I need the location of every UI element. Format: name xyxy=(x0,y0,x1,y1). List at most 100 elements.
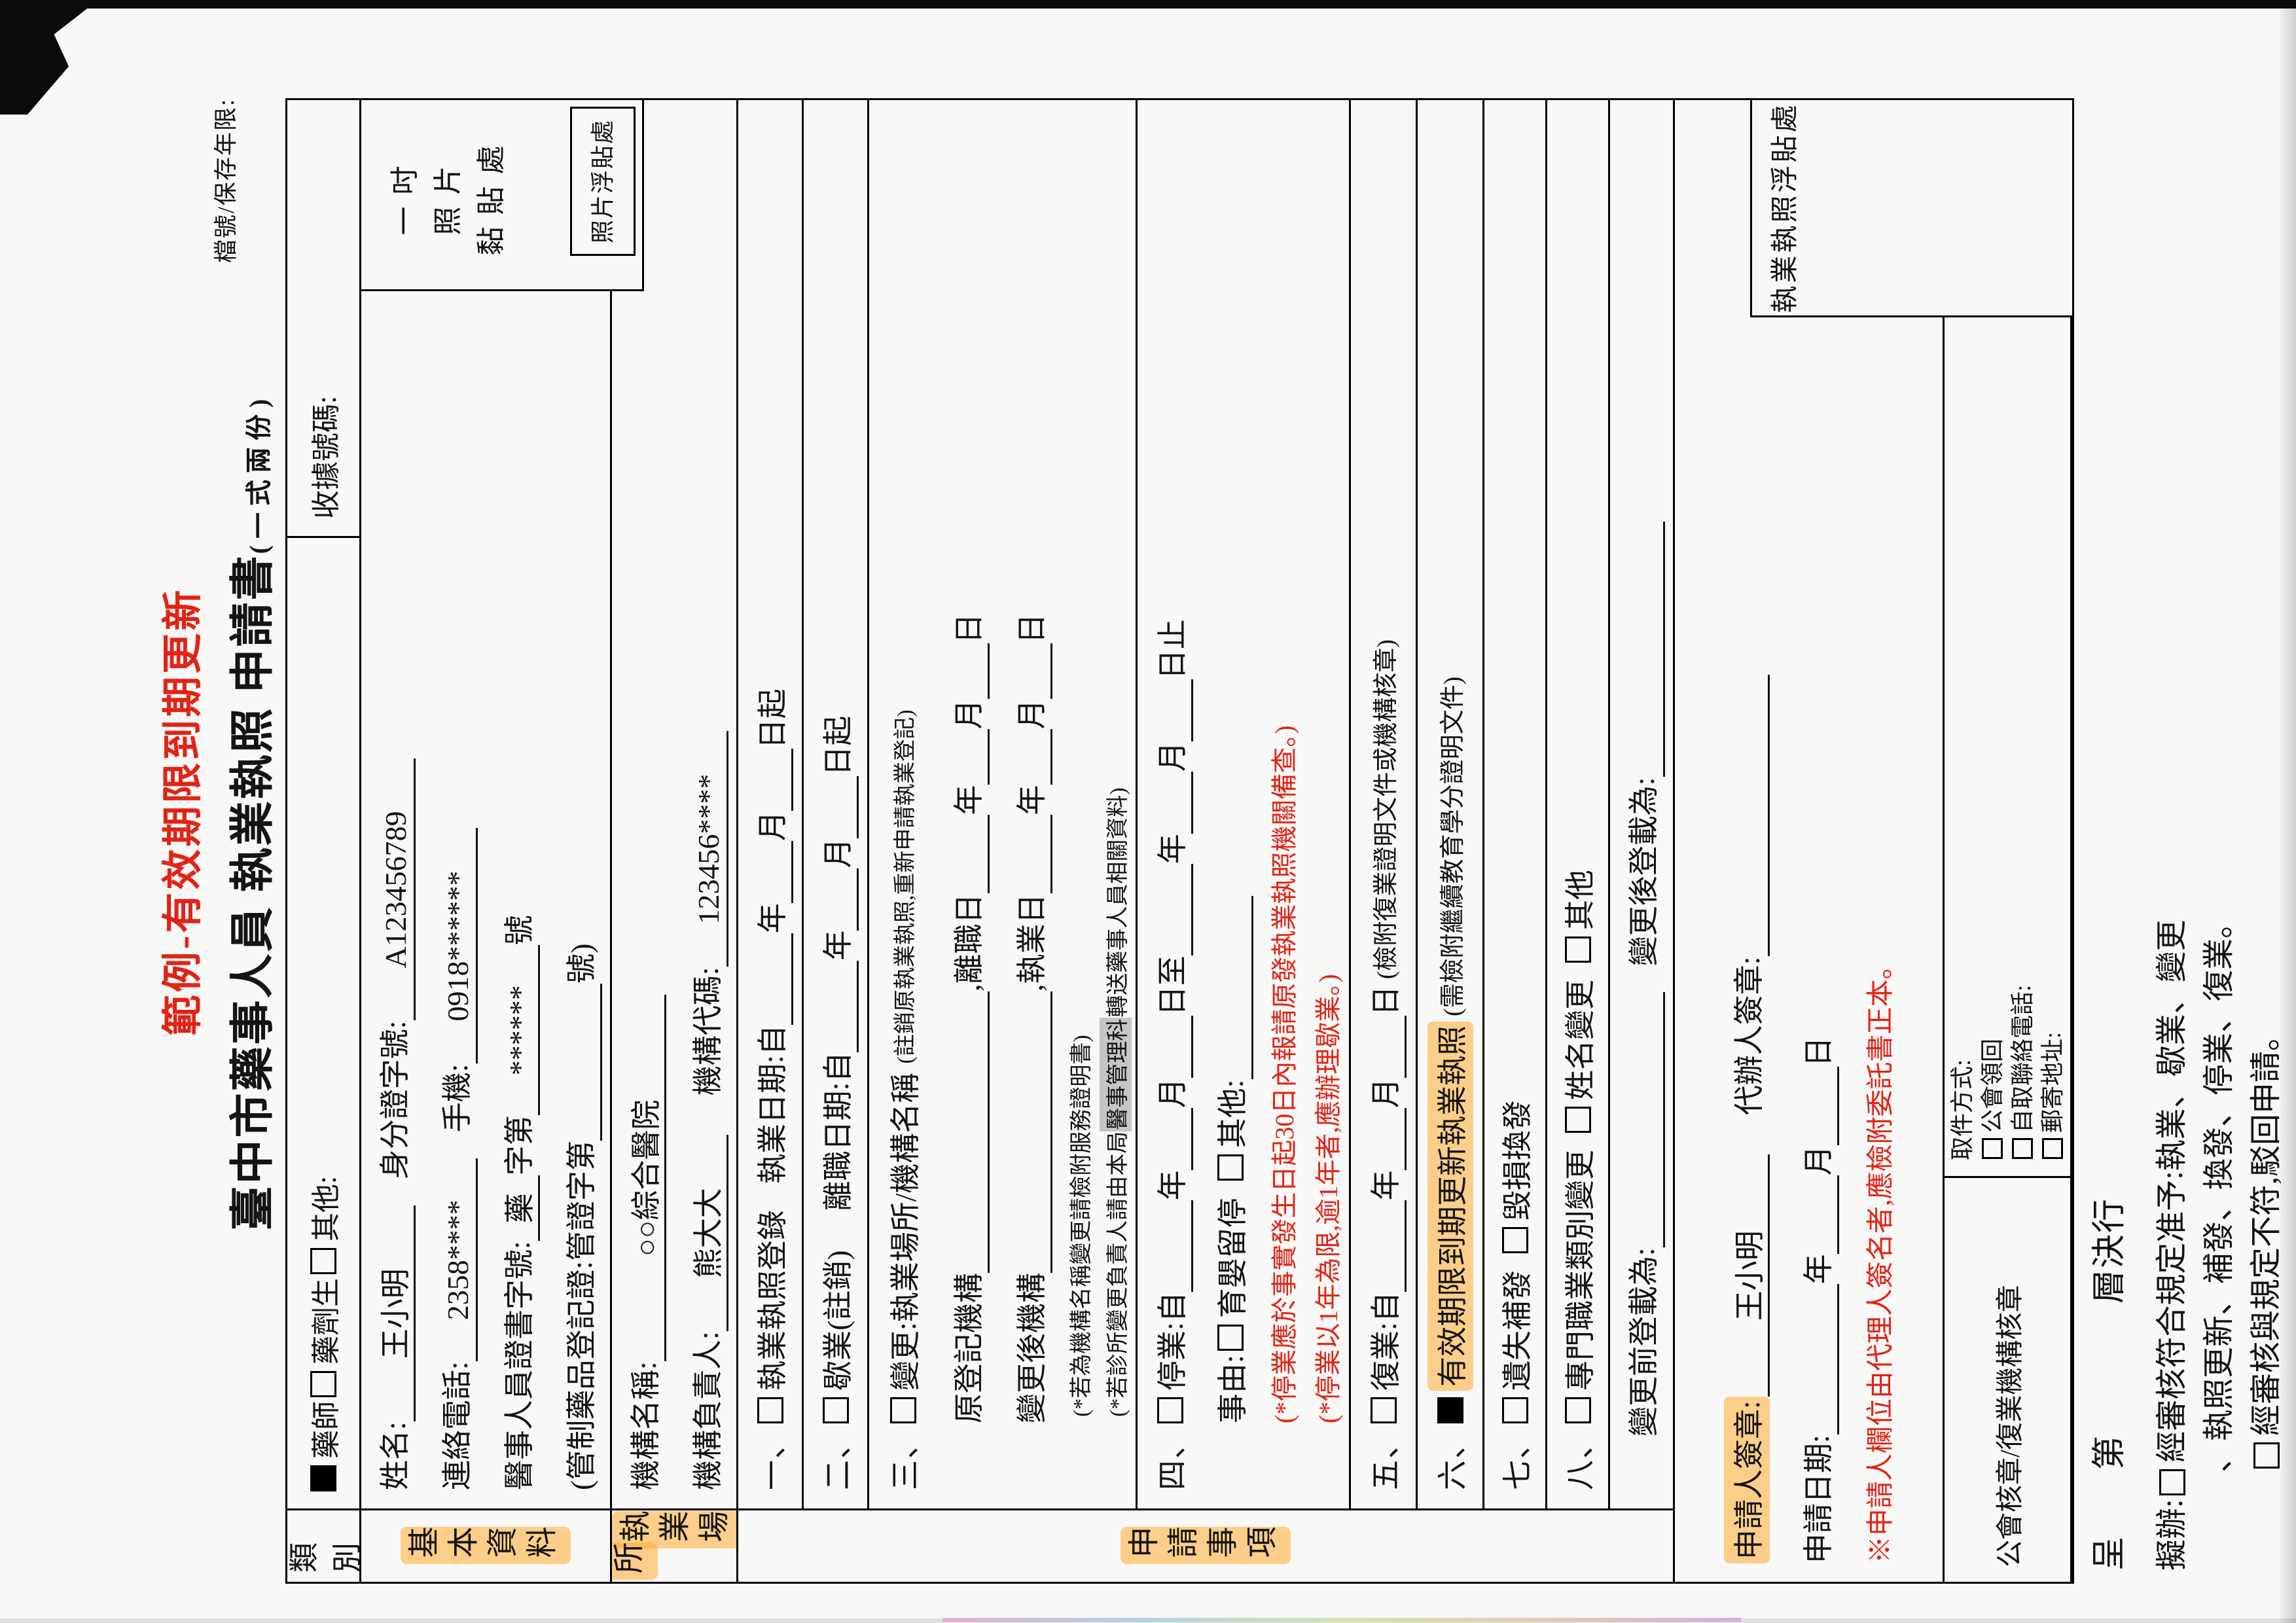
item-4-number: 四、 xyxy=(1155,1427,1189,1490)
item-8-other-label: 其他 xyxy=(1563,870,1597,930)
item-2-number: 二、 xyxy=(821,1427,855,1490)
certificate-number-field: ****** xyxy=(503,945,540,1116)
item-3-new-org-line: 變更後機構 ,執業日 年 月 日 xyxy=(998,100,1061,1508)
application-form-table: 類別 藥師 藥劑生 其他: 收據號碼: 基本資料 姓名: 王小明 xyxy=(285,98,2074,1584)
day-unit: 日 xyxy=(952,613,986,644)
day-from-unit: 日起 xyxy=(821,715,855,776)
pickup-mail-checkbox xyxy=(2042,1138,2063,1159)
certificate-line: 醫事人員證書字號: 藥 字第 ****** 號 xyxy=(486,296,548,1508)
pharmacist-option-label: 藥師 xyxy=(310,1401,342,1459)
document-title-suffix: (一式兩份) xyxy=(244,392,274,554)
pickup-method-label: 取件方式: xyxy=(1949,1059,1975,1160)
change-after-label: 變更後登載為: xyxy=(1627,777,1660,967)
year-unit: 年 xyxy=(1155,834,1189,865)
item-6-checkbox-checked xyxy=(1437,1397,1463,1423)
month-unit: 月 xyxy=(755,811,789,842)
year-unit: 年 xyxy=(1155,1170,1189,1201)
receipt-number-cell: 收據號碼: xyxy=(287,100,359,536)
day-unit: 日 xyxy=(1014,613,1049,644)
signature-content: 申請人簽章: 王小明 代辦人簽章: 申請日期: 年 月 日 ※申請人欄位由代理人… xyxy=(1675,100,1943,1582)
organization-code-field: 123456**** xyxy=(691,731,728,967)
pickup-method-label-line: 取件方式: xyxy=(1947,336,1977,1160)
damaged-replace-label: 毀損換發 xyxy=(1500,1100,1534,1221)
original-org-field xyxy=(952,991,990,1273)
id-number-label: 身分證字號: xyxy=(378,1020,412,1180)
certificate-number-label: 醫事人員證書字號: xyxy=(502,1241,536,1490)
receipt-number-label: 收據號碼: xyxy=(310,395,342,519)
lost-reissue-checkbox xyxy=(1501,1397,1528,1423)
organization-head-line: 機構負責人: 熊大大 機構代碼: 123456**** xyxy=(674,296,736,1508)
item-1-checkbox xyxy=(757,1397,783,1423)
month-unit: 月 xyxy=(952,699,986,730)
draft-approve-checkbox xyxy=(2159,1469,2185,1495)
item-3-label: 變更:執業場所/機構名稱 xyxy=(888,1073,922,1391)
assistant-pharmacist-option-label: 藥劑生 xyxy=(310,1278,342,1364)
draft-label: 擬辦: xyxy=(2155,1499,2189,1571)
pharmacist-checkbox-checked xyxy=(310,1465,336,1491)
change-record-line: 變更前登載為: 變更後登載為: xyxy=(1620,100,1665,1508)
applicant-signature-line: 申請人簽章: 王小明 代辦人簽章: xyxy=(1710,100,1784,1582)
category-header-cell: 類別 xyxy=(287,1508,364,1582)
day-unit: 日 xyxy=(1369,986,1403,1016)
profession-change-checkbox xyxy=(1564,1397,1591,1423)
pickup-mail-label: 郵寄地址: xyxy=(2039,1031,2066,1133)
change-after-field xyxy=(1627,522,1665,777)
applicant-signature-field: 王小明 xyxy=(1732,1154,1770,1397)
item-2-checkbox xyxy=(822,1397,849,1423)
item-5-number: 五、 xyxy=(1369,1427,1403,1490)
draft-line-2: 、執照更新、補發、換發、停業、復業。 xyxy=(2196,46,2243,1571)
id-number-field: A123456789 xyxy=(378,758,416,1021)
basic-info-section: 基本資料 姓名: 王小明 身分證字號: A123456789 連絡電話: 235… xyxy=(361,100,612,1582)
proxy-red-note: ※申請人欄位由代理人簽名者,應檢附委託書正本。 xyxy=(1866,952,1896,1563)
item-8-row: 八、 專門職業類別變更 姓名變更 其他 xyxy=(1547,100,1610,1508)
approval-footer: 呈 第 層決行 擬辦: 經審核符合規定准予:執業、歇業、變更 、執照更新、補發、… xyxy=(2081,46,2290,1571)
controlled-drug-end-label: 號) xyxy=(564,943,598,984)
name-line: 姓名: 王小明 身分證字號: A123456789 xyxy=(361,296,423,1508)
pickup-self-checkbox xyxy=(2012,1138,2033,1159)
item-6-note: (需檢附繼續教育學分證明文件) xyxy=(1439,676,1467,1016)
item-5-note: (檢附復業證明文件或機構核章) xyxy=(1372,639,1400,980)
draft-approve-text-continued: 、執照更新、補發、換發、停業、復業。 xyxy=(2202,906,2236,1472)
name-change-label: 姓名變更 xyxy=(1563,980,1597,1100)
item-3-row: 三、 變更:執業場所/機構名稱 (註銷原執業執照,重新申請執業登記) 原登記機構… xyxy=(869,100,1138,1508)
signature-block: 申請人簽章: 王小明 代辦人簽章: 申請日期: 年 月 日 ※申請人欄位由代理人… xyxy=(1675,100,1945,1582)
item-3-number: 三、 xyxy=(888,1427,922,1490)
item-1-label: 執業執照登錄 xyxy=(755,1210,789,1391)
pickup-option-self: 自取聯絡電話: xyxy=(2007,336,2037,1160)
pickup-option-association: 公會領回 xyxy=(1977,336,2007,1160)
day-to-unit: 日至 xyxy=(1155,955,1189,1016)
item-8-line: 八、 專門職業類別變更 姓名變更 其他 xyxy=(1556,100,1600,1508)
month-unit: 月 xyxy=(1014,699,1049,730)
application-date-line: 申請日期: 年 月 日 xyxy=(1784,100,1849,1582)
category-options-cell: 藥師 藥劑生 其他: xyxy=(287,536,359,1508)
association-seal-cell: 公會核章/復業機構核章 xyxy=(1945,1176,2070,1582)
item-2-line: 二、 歇業(註銷) 離職日期:自 年 月 日起 xyxy=(814,100,859,1508)
item-1-row: 一、 執業執照登錄 執業日期:自 年 月 日起 xyxy=(738,100,804,1508)
workplace-section-label-cell: 執業場所 xyxy=(612,1508,736,1582)
photo-box-line-1: 一吋 xyxy=(389,154,421,236)
basic-info-section-label-cell: 基本資料 xyxy=(361,1508,610,1582)
draft-decision-block: 擬辦: 經審核符合規定准予:執業、歇業、變更 、執照更新、補發、換發、停業、復業… xyxy=(2149,46,2290,1571)
profession-change-label: 專門職業類別變更 xyxy=(1563,1150,1597,1391)
item-4-row: 四、 停業:自 年 月 日至 年 月 日止 事由: 育嬰留停 xyxy=(1138,100,1351,1508)
applicant-signature-label-highlighted: 申請人簽章: xyxy=(1723,1397,1770,1563)
lost-reissue-label: 遺失補發 xyxy=(1500,1270,1534,1391)
reason-other-checkbox xyxy=(1217,1154,1244,1181)
pickup-association-checkbox xyxy=(1982,1138,2003,1159)
pickup-row: 公會核章/復業機構核章 取件方式: 公會領回 自取聯絡電話: 郵寄地址: xyxy=(1945,100,2072,1582)
pickup-association-label: 公會領回 xyxy=(1979,1038,2005,1133)
certificate-end-label: 號 xyxy=(502,915,536,946)
application-items-column: 一、 執業執照登錄 執業日期:自 年 月 日起 二、 歇業(註銷) xyxy=(738,100,1673,1508)
photo-float-box: 照片浮貼處 xyxy=(570,107,636,256)
basic-info-content: 姓名: 王小明 身分證字號: A123456789 連絡電話: 2358****… xyxy=(361,100,610,1508)
year-unit: 年 xyxy=(821,930,855,961)
organization-line: 機構名稱: ○○綜合醫院 xyxy=(612,296,674,1508)
category-header-label: 類別 xyxy=(287,1525,364,1573)
year-unit: 年 xyxy=(1014,785,1049,815)
draft-line-3: 經審核與規定不符,駁回申請。 xyxy=(2243,46,2290,1571)
item-6-line: 六、 有效期限到期更新執業執照 (需檢附繼續教育學分證明文件) xyxy=(1427,100,1473,1508)
category-row: 類別 藥師 藥劑生 其他: 收據號碼: xyxy=(287,100,364,1582)
item-3-note-1: (*若為機構名稱變更請檢附服務證明書) xyxy=(1069,1035,1094,1417)
mobile-field: 0918****** xyxy=(440,828,478,1064)
item-5-checkbox xyxy=(1370,1397,1397,1423)
